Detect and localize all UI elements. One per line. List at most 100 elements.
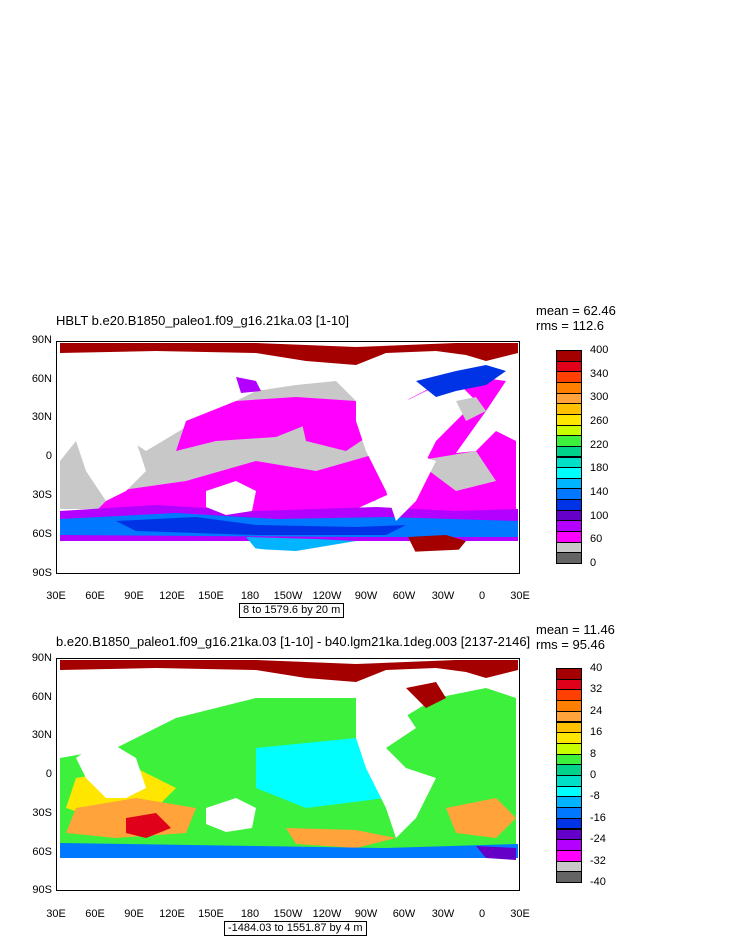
lon-label: 120W (312, 908, 342, 920)
colorbar-label: 0 (590, 769, 597, 781)
arctic-region (60, 343, 518, 365)
lon-label: 60W (392, 908, 416, 920)
lat-label: 60S (32, 528, 52, 540)
arctic-region (60, 660, 518, 682)
colorbar-swatch (556, 552, 582, 564)
lon-label: 120E (159, 590, 185, 602)
map-plot (56, 658, 520, 891)
colorbar-label: 100 (590, 509, 609, 522)
antarctica-land (60, 860, 518, 890)
colorbar-label: -40 (590, 876, 606, 888)
rms-value: rms = 95.46 (536, 637, 606, 652)
colorbar: 400 340 300 260 220 180 140 100 60 0 (556, 345, 608, 569)
lat-label: 30N (31, 729, 52, 741)
lat-label: 0 (45, 450, 52, 462)
lon-label: 120E (159, 908, 185, 920)
lat-label: 90S (32, 884, 52, 896)
panel-hblt: HBLT b.e20.B1850_paleo1.f09_g16.21ka.03 … (0, 0, 733, 618)
panel-title: HBLT b.e20.B1850_paleo1.f09_g16.21ka.03 … (56, 313, 349, 328)
lat-label: 0 (45, 768, 52, 780)
lon-label: 150E (198, 908, 224, 920)
americas-land (356, 698, 436, 838)
southern-cyan (246, 537, 356, 551)
lon-label: 90W (354, 908, 378, 920)
lat-label: 90N (31, 652, 52, 664)
lon-label: 90E (124, 908, 144, 920)
colorbar-swatch (556, 871, 582, 883)
colorbar-label: 60 (590, 533, 603, 546)
americas-land (356, 381, 436, 521)
mean-value: mean = 11.46 (536, 622, 615, 637)
blue-south (60, 843, 518, 858)
lat-label: 60N (31, 373, 52, 385)
weddell-red (408, 535, 466, 553)
na-red (406, 682, 446, 708)
lat-label: 30S (32, 807, 52, 819)
southern-deep-blue (116, 517, 406, 535)
colorbar-label: 400 (590, 344, 609, 356)
africa-land (76, 744, 146, 798)
lat-label: 90S (32, 567, 52, 579)
panel-title: b.e20.B1850_paleo1.f09_g16.21ka.03 [1-10… (56, 634, 531, 649)
purple-blob (236, 377, 261, 393)
colorbar-label: 24 (590, 704, 603, 717)
colorbar-label: 40 (590, 662, 603, 674)
lon-label: 30E (46, 590, 66, 602)
lon-label: 60E (85, 590, 105, 602)
lon-label: 150W (273, 590, 303, 602)
red-spot (126, 813, 171, 838)
atlantic-gray (456, 397, 486, 421)
colorbar-label: 340 (590, 367, 609, 380)
lon-label: 90W (354, 590, 378, 602)
lon-label: 180 (240, 908, 260, 920)
magenta-band-b (176, 397, 316, 451)
colorbar: 40 32 24 16 8 0 -8 -16 -24 -32 -40 (556, 663, 606, 888)
lat-label: 60S (32, 846, 52, 858)
colorbar-label: 260 (590, 415, 609, 427)
colorbar-label: -24 (590, 833, 606, 846)
colorbar-label: -32 (590, 854, 606, 867)
lat-label: 30S (32, 489, 52, 501)
lon-label: 30W (431, 908, 455, 920)
lon-label: 30E (510, 908, 530, 920)
colorbar-label: 0 (590, 557, 597, 569)
magenta-band-a (96, 451, 396, 513)
colorbar-label: 32 (590, 683, 603, 696)
lon-label: 120W (312, 590, 342, 602)
lon-label: 30E (46, 908, 66, 920)
lon-label: 60E (85, 908, 105, 920)
lon-label: 0 (478, 908, 486, 920)
colorbar-label: -8 (590, 790, 600, 803)
north-atlantic-blue (416, 365, 506, 397)
colorbar-label: 300 (590, 391, 609, 404)
cyan-pacific (256, 738, 396, 808)
lon-label: 30E (510, 590, 530, 602)
australia-land (206, 798, 256, 832)
mean-value: mean = 62.46 (536, 303, 616, 318)
lon-label: 0 (478, 590, 486, 602)
contour-range-label: 8 to 1579.6 by 20 m (239, 603, 345, 618)
contour-range-label: -1484.03 to 1551.87 by 4 m (224, 921, 367, 936)
colorbar-label: 220 (590, 438, 609, 451)
lon-label: 150E (198, 590, 224, 602)
lon-label: 180 (240, 590, 260, 602)
lat-label: 60N (31, 691, 52, 703)
colorbar-label: 140 (590, 486, 609, 498)
antarctica-land (60, 543, 518, 573)
lon-label: 30W (431, 590, 455, 602)
africa-land (76, 427, 146, 501)
lat-label: 30N (31, 411, 52, 423)
colorbar-label: 8 (590, 747, 597, 760)
lon-label: 150W (273, 908, 303, 920)
colorbar-label: 16 (590, 726, 603, 739)
lon-label: 60W (392, 590, 416, 602)
lon-label: 90E (124, 590, 144, 602)
lat-label: 90N (31, 334, 52, 346)
colorbar-label: 180 (590, 462, 609, 475)
purple-south (476, 846, 516, 860)
australia-land (206, 481, 256, 515)
rms-value: rms = 112.6 (536, 318, 605, 333)
orange-atlantic (446, 798, 516, 838)
orange-south (286, 828, 396, 848)
